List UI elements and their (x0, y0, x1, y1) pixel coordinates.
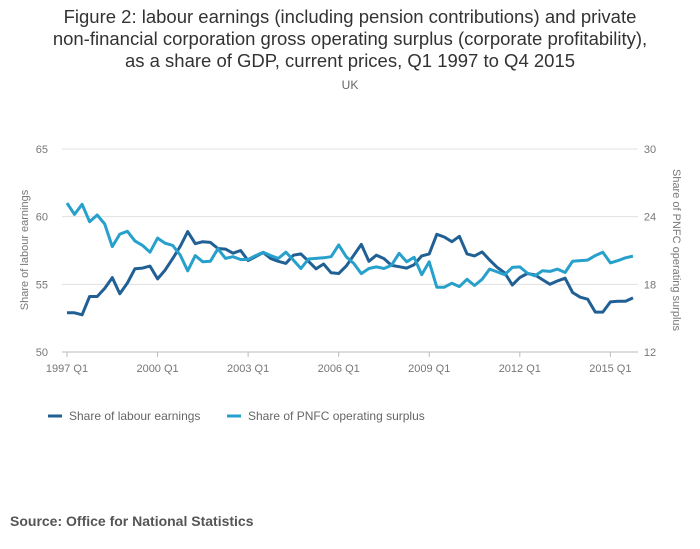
x-tick-label: 2012 Q1 (499, 363, 541, 375)
y-tick-label: 50 (36, 347, 48, 359)
x-tick-label: 2000 Q1 (136, 363, 178, 375)
title-line: as a share of GDP, current prices, Q1 19… (124, 50, 576, 71)
pnfc-surplus-line (65, 202, 634, 289)
y-right-tick-label: 18 (644, 279, 656, 291)
x-tick-label: 1997 Q1 (46, 363, 88, 375)
title-line: non-financial corporation gross operatin… (52, 28, 648, 49)
legend-label: Share of PNFC operating surplus (248, 409, 425, 423)
y-axis-label: Share of labour earnings (19, 189, 31, 310)
x-tick-label: 2009 Q1 (408, 363, 450, 375)
x-tick-label: 2006 Q1 (318, 363, 360, 375)
y-right-tick-label: 30 (644, 144, 656, 156)
x-tick-label: 2015 Q1 (589, 363, 631, 375)
x-tick-label: 2003 Q1 (227, 363, 269, 375)
y-tick-label: 55 (36, 279, 48, 291)
y-right-tick-label: 24 (644, 212, 656, 224)
y-right-tick-label: 12 (644, 347, 656, 359)
y-tick-label: 60 (36, 212, 48, 224)
chart-subtitle: UK (341, 78, 359, 92)
y-right-axis-label: Share of PNFC operating surplus (670, 169, 682, 332)
labour-earnings-line (67, 230, 634, 317)
legend-label: Share of labour earnings (69, 409, 200, 423)
y-tick-label: 65 (36, 144, 48, 156)
title-line: Figure 2: labour earnings (including pen… (63, 6, 637, 27)
chart-title: Figure 2: labour earnings (including pen… (0, 6, 700, 72)
source-note: Source: Office for National Statistics (10, 513, 254, 529)
